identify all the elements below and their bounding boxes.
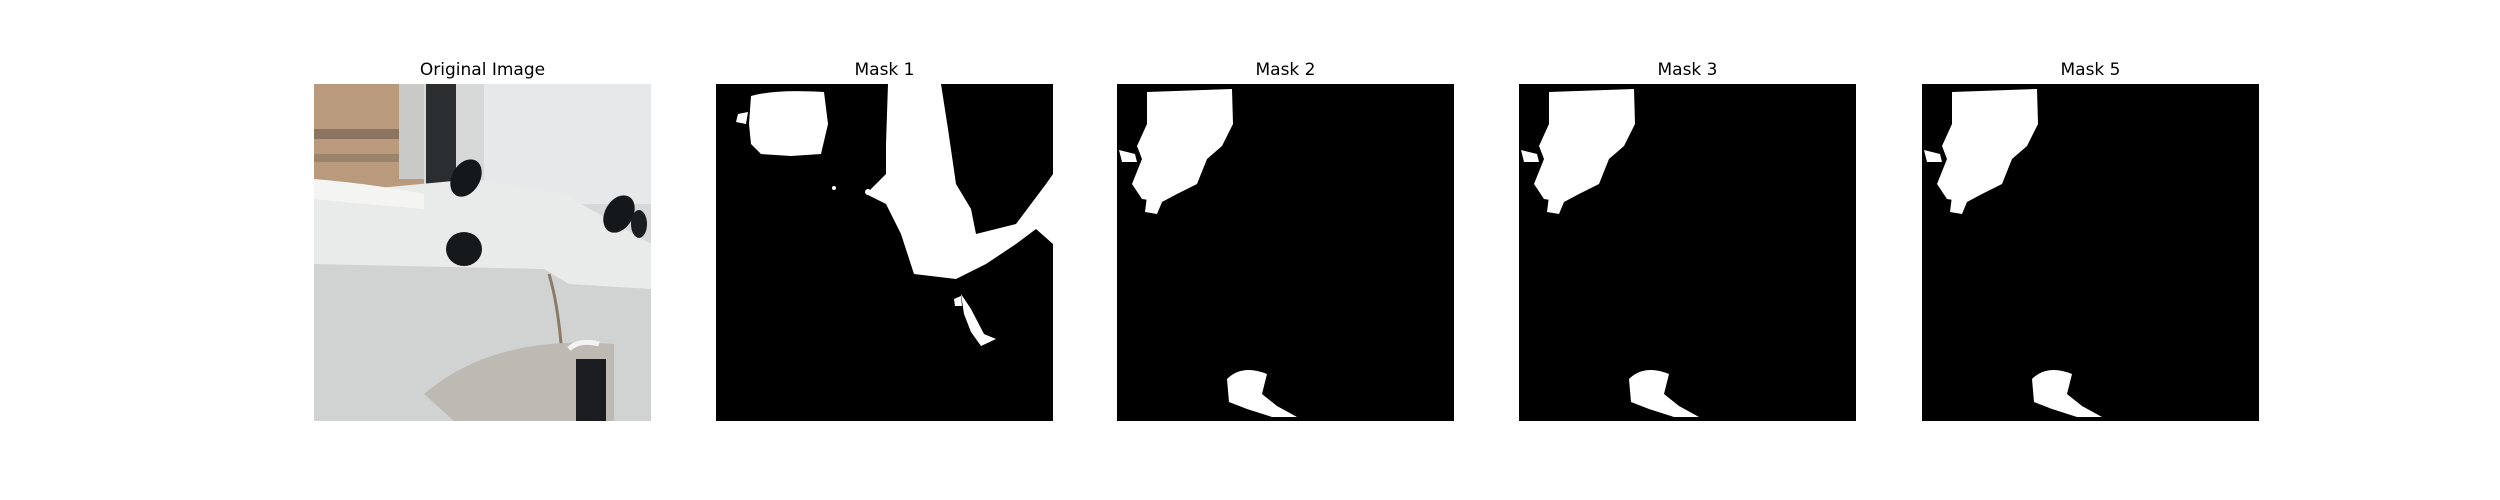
mask-image-3 (1519, 84, 1856, 421)
panel-title: Original Image (314, 58, 651, 82)
mask-image-1 (716, 84, 1053, 421)
panel-title: Mask 1 (716, 58, 1053, 82)
panel-title: Mask 2 (1117, 58, 1454, 82)
panel-title: Mask 3 (1519, 58, 1856, 82)
original-image (314, 84, 651, 421)
mask-image-2 (1117, 84, 1454, 421)
mask-image-5 (1922, 84, 2259, 421)
panel-title: Mask 5 (1922, 58, 2259, 82)
